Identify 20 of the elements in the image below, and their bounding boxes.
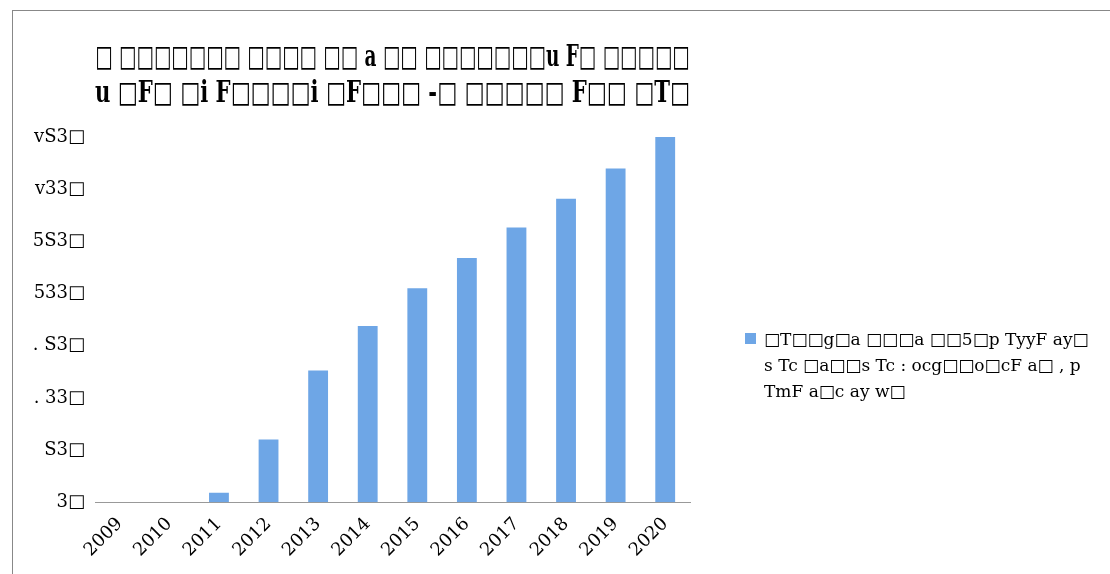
text: S3□ bbox=[44, 437, 85, 459]
bar bbox=[258, 439, 279, 503]
chart-title: □ □□□□□□□ □□□□ □□ a □□ □□□□□□□u F□ □□□□□ u □F□ □i F□□□□i □F□□□ -□ □□□□□ F□□ □T□ bbox=[95, 38, 690, 109]
text: vS3□ bbox=[33, 124, 85, 146]
bar bbox=[308, 370, 329, 503]
bar bbox=[456, 257, 477, 503]
text: . S3□ bbox=[32, 333, 85, 355]
bar bbox=[407, 288, 428, 503]
text: 3□ bbox=[56, 490, 85, 512]
bar bbox=[605, 168, 626, 503]
text: . 33□ bbox=[33, 385, 85, 407]
legend-label: □T□□g□a □□□a □□5□p TyyF ay□ s Tc □a□□s Tc : ocg□□o□cF a□ , p TmF a□c ay w□ bbox=[764, 328, 1090, 403]
bar bbox=[655, 137, 676, 503]
bar bbox=[506, 227, 527, 503]
text: 5S3□ bbox=[32, 229, 85, 251]
bar bbox=[209, 492, 229, 503]
bar bbox=[556, 198, 576, 503]
text: v33□ bbox=[33, 176, 85, 198]
bar bbox=[357, 325, 378, 503]
text: 533□ bbox=[33, 281, 85, 303]
